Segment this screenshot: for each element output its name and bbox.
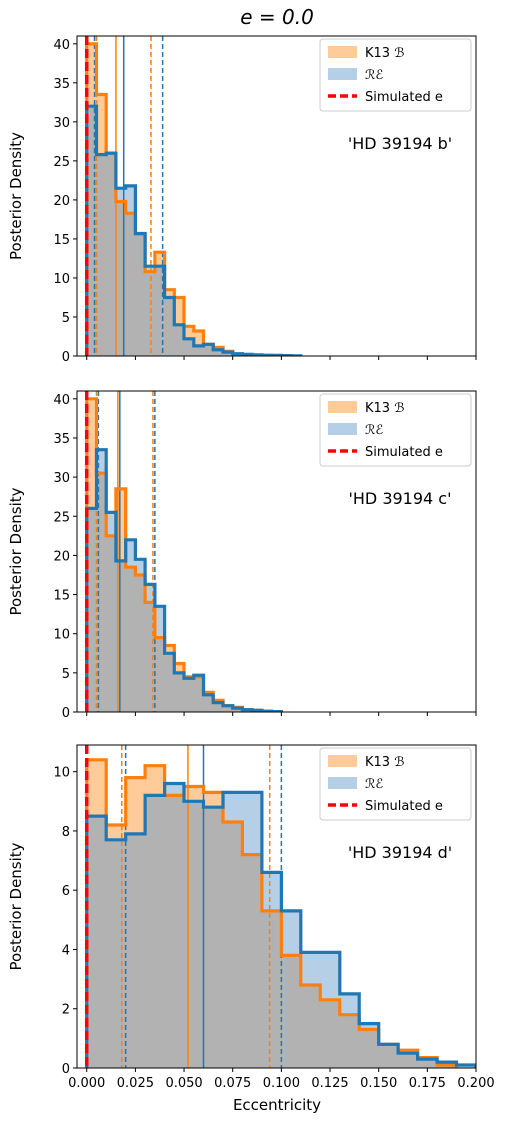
legend-label: ℛℰ [365,423,383,438]
legend-box [319,38,472,112]
legend-box [319,393,472,467]
y-tick-label: 20 [53,194,70,209]
y-tick-label: 4 [62,943,70,958]
x-tick-label: 0.100 [263,1076,300,1091]
y-tick-label: 25 [53,510,70,525]
overlap-fill [86,449,282,712]
y-tick-label: 0 [62,1062,70,1077]
legend-label: Simulated e [365,90,443,105]
legend-label: K13 ℬ [365,755,404,770]
y-tick-label: 10 [53,272,70,287]
x-tick-label: 0.200 [457,1076,494,1091]
y-tick-label: 10 [53,628,70,643]
plot-area [84,391,283,712]
y-tick-label: 5 [62,311,70,326]
y-tick-label: 30 [53,471,70,486]
x-tick-label: 0.025 [117,1076,154,1091]
x-tick-label: 0.125 [311,1076,348,1091]
y-tick-label: 0 [62,706,70,721]
plot-area [84,36,303,356]
plot-frame [76,390,477,713]
figure-title: e = 0.0 [240,5,314,29]
legend-label: Simulated e [365,445,443,460]
planet-annotation: 'HD 39194 d' [348,843,452,862]
legend-swatch [328,423,357,435]
y-tick-label: 40 [53,393,70,408]
y-tick-label: 15 [53,233,70,248]
legend: K13 ℬ ℛℰ Simulated e [319,393,472,467]
legend-swatch [328,777,357,789]
chart-panel-1: 0 5 10 15 20 25 30 35 40 Posterior Density 'HD 391… [7,35,477,365]
planet-annotation: 'HD 39194 c' [348,489,451,508]
plot-area [84,745,476,1068]
y-axis-label: Posterior Density [7,842,25,970]
chart-panel-3: 0 2 4 6 8 10 0.000 0.025 0.050 0.075 0.100 0.125 0.1… [7,744,495,1091]
plot-frame [76,35,477,357]
y-axis-label: Posterior Density [7,487,25,615]
legend-swatch [328,401,357,413]
x-axis-label: Eccentricity [233,1096,321,1114]
chart-panel-2: 0 5 10 15 20 25 30 35 40 Posterior Density 'HD 391… [7,390,477,721]
y-tick-label: 35 [53,432,70,447]
legend-label: Simulated e [365,799,443,814]
y-tick-label: 5 [62,667,70,682]
re-histogram-step [85,781,476,1068]
y-axis-label: Posterior Density [7,132,25,260]
y-tick-label: 0 [62,350,70,365]
y-tick-label: 30 [53,116,70,131]
y-tick-label: 6 [62,884,70,899]
y-tick-label: 40 [53,38,70,53]
y-tick-label: 20 [53,549,70,564]
re-histogram-step [85,104,303,356]
planet-annotation: 'HD 39194 b' [348,134,452,153]
legend-label: K13 ℬ [365,46,404,61]
x-tick-label: 0.150 [360,1076,397,1091]
legend-label: ℛℰ [365,777,383,792]
x-tick-label: 0.175 [409,1076,446,1091]
plot-frame [76,744,477,1069]
legend-swatch [328,755,357,767]
y-tick-label: 2 [62,1003,70,1018]
x-tick-label: 0.000 [68,1076,105,1091]
legend-box [319,747,472,821]
y-tick-label: 10 [53,766,70,781]
x-tick-label: 0.075 [214,1076,251,1091]
x-tick-label: 0.050 [165,1076,202,1091]
overlap-fill [86,106,272,356]
legend: K13 ℬ ℛℰ Simulated e [319,747,472,821]
y-tick-label: 8 [62,825,70,840]
legend-label: ℛℰ [365,68,383,83]
legend-swatch [328,68,357,80]
re-histogram-step [85,448,283,712]
y-tick-label: 35 [53,77,70,92]
y-tick-label: 25 [53,155,70,170]
y-tick-label: 15 [53,589,70,604]
legend-swatch [328,46,357,58]
legend: K13 ℬ ℛℰ Simulated e [319,38,472,112]
legend-label: K13 ℬ [365,401,404,416]
